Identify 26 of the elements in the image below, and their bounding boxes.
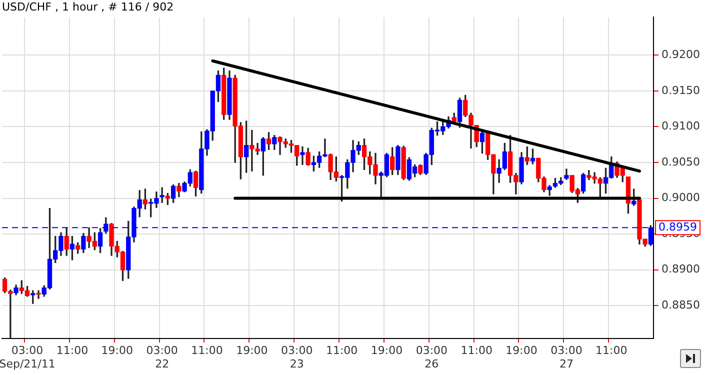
x-tick-label: 19:00 xyxy=(236,344,268,358)
y-tick-label: 0.8850 xyxy=(662,298,700,312)
x-tick-label: 11:00 xyxy=(191,344,223,358)
y-tick-label: 0.9050 xyxy=(662,155,700,168)
x-tick-label: 03:00 Sep/21/11 xyxy=(0,344,56,370)
x-tick-label: 03:00 22 xyxy=(146,344,178,370)
x-tick-label: 11:00 xyxy=(326,344,358,358)
ref-line-label: 0.8959 xyxy=(658,220,698,234)
candlestick xyxy=(36,290,41,299)
x-tick-label: 03:00 27 xyxy=(550,344,582,370)
chart-title: USD/CHF , 1 hour , # 116 / 902 xyxy=(2,0,174,14)
candlestick xyxy=(300,146,305,165)
x-tick-label: 19:00 xyxy=(506,344,538,358)
y-tick-label: 0.9000 xyxy=(662,191,700,204)
x-tick-label: 11:00 xyxy=(56,344,88,358)
x-tick-label: 03:00 23 xyxy=(281,344,313,370)
x-tick-label: 19:00 xyxy=(101,344,133,358)
candlestick xyxy=(160,187,164,203)
x-tick-label: 11:00 xyxy=(596,344,628,358)
x-tick-label: 11:00 xyxy=(460,344,492,358)
y-tick-label: 0.9150 xyxy=(662,84,700,97)
y-tick-label: 0.9200 xyxy=(662,48,700,61)
y-tick-label: 0.8900 xyxy=(662,262,700,276)
x-tick-label: 03:00 26 xyxy=(416,344,448,370)
y-tick-label: 0.9100 xyxy=(662,120,700,133)
x-tick-label: 19:00 xyxy=(370,344,403,358)
